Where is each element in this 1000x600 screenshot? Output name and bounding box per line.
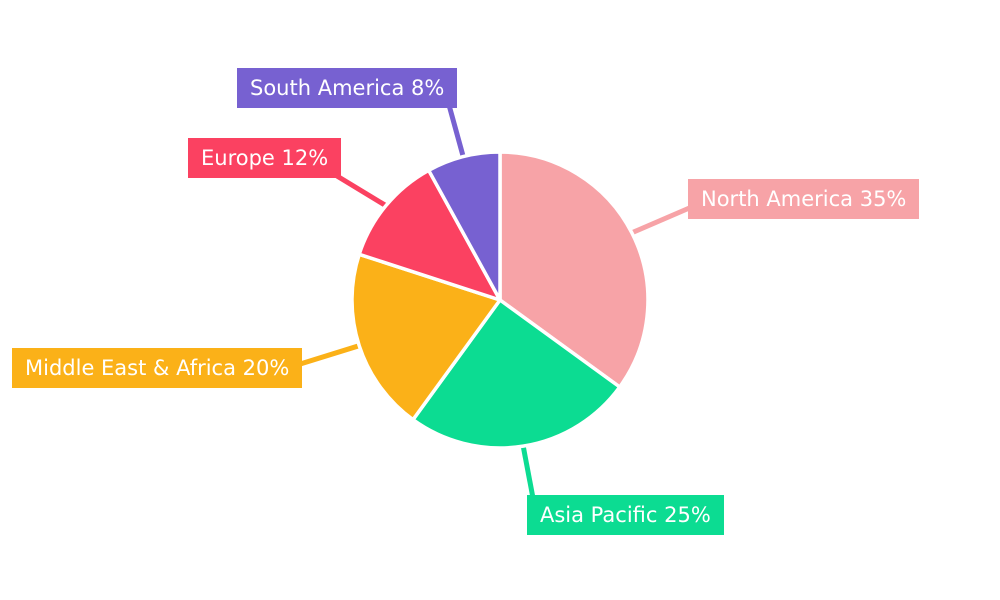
label-middle-east-africa: Middle East & Africa 20% <box>12 348 303 389</box>
pie-slice-middle-east-and-africa[interactable] <box>350 252 502 422</box>
label-europe: Europe 12% <box>188 138 342 179</box>
pie-slices <box>350 150 650 450</box>
pie-slice-south-america[interactable] <box>426 150 502 302</box>
leader-line-asia-pacific <box>520 445 536 499</box>
leader-line-south-america <box>446 104 466 158</box>
leader-lines <box>296 104 695 499</box>
pie-slice-europe[interactable] <box>357 168 502 302</box>
label-asia-pacific: Asia Pacific 25% <box>527 495 724 536</box>
leader-line-north-america <box>630 203 695 236</box>
label-south-america: South America 8% <box>237 68 458 109</box>
label-north-america: North America 35% <box>688 179 920 220</box>
pie-slice-north-america[interactable] <box>498 150 650 389</box>
leader-line-europe <box>335 173 388 208</box>
pie-slice-asia-pacific[interactable] <box>411 298 622 450</box>
leader-line-middle-east-and-africa <box>296 343 360 368</box>
